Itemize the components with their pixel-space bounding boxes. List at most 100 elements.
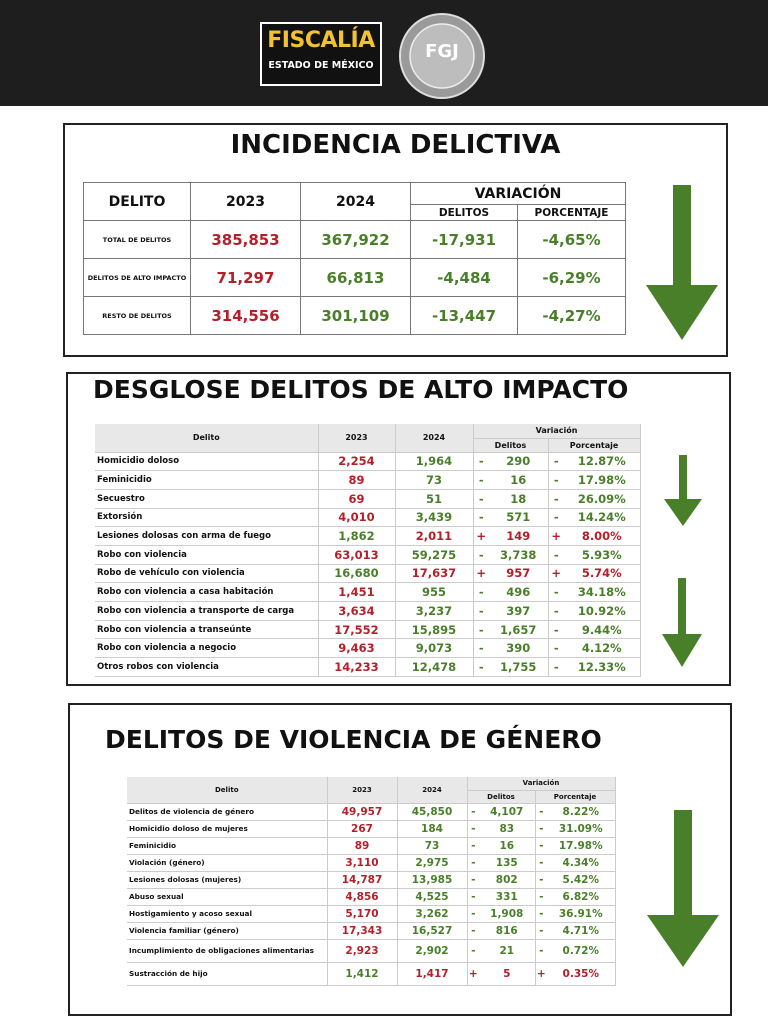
- table-row: Secuestro 69 51-18-26.09%: [95, 489, 641, 509]
- table-row: Robo con violencia a negocio 9,463 9,073-3…: [95, 638, 641, 659]
- table-cell: Sustracción de hijo: [127, 962, 328, 986]
- table-row: Hostigamiento y acoso sexual 5,170 3,262-1…: [127, 905, 616, 923]
- table-cell: -: [467, 803, 479, 821]
- table-cell: 5: [479, 962, 536, 986]
- table-cell: 3,237: [395, 601, 474, 621]
- table-cell: 66,813: [300, 258, 411, 297]
- table-row: Robo con violencia a transeúnte 17,552 15,…: [95, 620, 641, 640]
- table-cell: 16: [479, 837, 536, 855]
- table-cell: 5.42%: [547, 871, 616, 889]
- table-cell: -: [548, 638, 564, 659]
- header-bar: FISCALÍA ESTADO DE MÉXICO FGJ: [0, 0, 768, 106]
- table-cell: +: [535, 962, 547, 986]
- table-cell: 314,556: [190, 296, 301, 335]
- table-cell: 390: [489, 638, 549, 659]
- header-cell: Porcentaje: [548, 438, 641, 453]
- table-cell: Feminicidio: [95, 470, 319, 490]
- table-cell: 36.91%: [547, 905, 616, 923]
- header-cell: Variación: [467, 777, 616, 791]
- table-cell: +: [473, 526, 489, 546]
- down-arrow: [664, 455, 702, 526]
- table-cell: Robo con violencia a transeúnte: [95, 620, 319, 640]
- table-cell: 83: [479, 820, 536, 838]
- table-cell: 149: [489, 526, 549, 546]
- table: DELITO 2023 2024 VARIACIÓN DELITOS PORCENTAJE…: [83, 182, 626, 335]
- header-row: Delitos Porcentaje: [127, 790, 616, 804]
- table-cell: 4.12%: [564, 638, 641, 659]
- table-cell: Feminicidio: [127, 837, 328, 855]
- table-cell: -: [473, 638, 489, 659]
- table-row: DELITOS DE ALTO IMPACTO 71,297 66,813 -4,48…: [83, 258, 626, 297]
- header-cell: 2023: [318, 424, 396, 453]
- table-cell: Robo con violencia a transporte de carga: [95, 601, 319, 621]
- header-cell: Delitos: [467, 790, 536, 804]
- table-cell: 3,439: [395, 508, 474, 528]
- table-cell: -: [473, 470, 489, 490]
- table-cell: 135: [479, 854, 536, 872]
- table-cell: 45,850: [397, 803, 468, 821]
- table-cell: Violación (género): [127, 854, 328, 872]
- table-cell: 49,957: [327, 803, 398, 821]
- table-cell: -: [473, 657, 489, 677]
- table-cell: 397: [489, 601, 549, 621]
- table-row: Feminicidio 89 73-16-17.98%: [127, 837, 616, 855]
- table-cell: -: [548, 452, 564, 472]
- table-cell: Otros robos con violencia: [95, 657, 319, 677]
- table-cell: 63,013: [318, 545, 396, 565]
- table-cell: 12.87%: [564, 452, 641, 472]
- table-row: Otros robos con violencia 14,233 12,478-1,…: [95, 657, 641, 677]
- table-row: Sustracción de hijo 1,412 1,417 +5 +0.35%: [127, 962, 616, 986]
- table-cell: 4,525: [397, 888, 468, 906]
- table-cell: TOTAL DE DELITOS: [83, 220, 191, 259]
- table-cell: 16: [489, 470, 549, 490]
- table-cell: 2,975: [397, 854, 468, 872]
- table-cell: 21: [479, 939, 536, 963]
- table-cell: 26.09%: [564, 489, 641, 509]
- table-cell: 267: [327, 820, 398, 838]
- table-cell: 17,343: [327, 922, 398, 940]
- section-title: INCIDENCIA DELICTIVA: [230, 130, 561, 160]
- table-cell: -: [535, 888, 547, 906]
- table-row: Robo con violencia a casa habitación 1,45…: [95, 582, 641, 602]
- table-cell: 89: [327, 837, 398, 855]
- table-cell: -: [467, 871, 479, 889]
- header-cell: Delitos: [473, 438, 549, 453]
- header-cell: 2024: [397, 777, 468, 804]
- table-cell: -: [467, 837, 479, 855]
- table-row: RESTO DE DELITOS 314,556 301,109 -13,447 -4,…: [83, 296, 626, 335]
- table-cell: Delitos de violencia de género: [127, 803, 328, 821]
- table-cell: 31.09%: [547, 820, 616, 838]
- table-cell: 496: [489, 582, 549, 602]
- table-cell: 2,923: [327, 939, 398, 963]
- table-cell: +: [473, 564, 489, 584]
- table-cell: DELITOS DE ALTO IMPACTO: [83, 258, 191, 297]
- table-cell: -: [467, 820, 479, 838]
- table-cell: -: [467, 905, 479, 923]
- down-arrow: [662, 578, 702, 667]
- table-row: TOTAL DE DELITOS 385,853 367,922 -17,931 -4,…: [83, 220, 626, 259]
- table-cell: -: [473, 545, 489, 565]
- table-cell: 2,902: [397, 939, 468, 963]
- table-cell: 16,527: [397, 922, 468, 940]
- header-row: Delito 2023 2024 Variación: [95, 424, 641, 453]
- table-cell: 2,011: [395, 526, 474, 546]
- table-cell: 385,853: [190, 220, 301, 259]
- table-cell: 9,463: [318, 638, 396, 659]
- table-cell: -: [548, 582, 564, 602]
- table-cell: 1,862: [318, 526, 396, 546]
- header-cell: 2023: [327, 777, 398, 804]
- table-cell: -6,29%: [517, 258, 626, 297]
- table-row: Violencia familiar (género) 17,343 16,527-…: [127, 922, 616, 940]
- table-cell: Violencia familiar (género): [127, 922, 328, 940]
- header-cell: 2024: [395, 424, 474, 453]
- table-cell: -: [473, 489, 489, 509]
- table-cell: 8.22%: [547, 803, 616, 821]
- header-row: Delito 2023 2024 Variación: [127, 777, 616, 804]
- table-cell: 290: [489, 452, 549, 472]
- table: Delito 2023 2024 Variación Delitos Porcentaje…: [95, 424, 641, 677]
- table-row: Feminicidio 89 73-16-17.98%: [95, 470, 641, 490]
- table-cell: 0.35%: [547, 962, 616, 986]
- table-cell: -: [535, 837, 547, 855]
- table-cell: 2,254: [318, 452, 396, 472]
